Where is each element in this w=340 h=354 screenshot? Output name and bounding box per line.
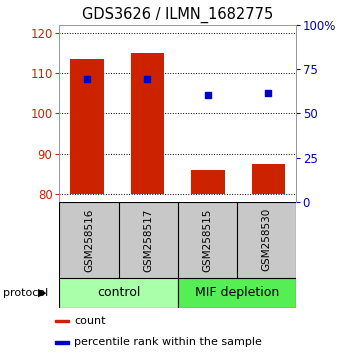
Point <box>205 92 210 98</box>
Bar <box>177 202 237 278</box>
Bar <box>59 202 119 278</box>
Bar <box>131 53 164 194</box>
Text: percentile rank within the sample: percentile rank within the sample <box>74 337 262 347</box>
Point <box>84 76 90 82</box>
Text: GSM258515: GSM258515 <box>202 208 212 272</box>
Bar <box>237 202 296 278</box>
Text: ▶: ▶ <box>38 288 47 298</box>
Bar <box>119 202 177 278</box>
Text: GSM258516: GSM258516 <box>84 208 94 272</box>
Text: protocol: protocol <box>3 288 49 298</box>
Title: GDS3626 / ILMN_1682775: GDS3626 / ILMN_1682775 <box>82 7 273 23</box>
Bar <box>59 278 177 308</box>
Bar <box>252 164 285 194</box>
Bar <box>55 341 69 343</box>
Text: control: control <box>97 286 140 299</box>
Point <box>145 76 150 82</box>
Bar <box>55 320 69 322</box>
Point <box>266 90 271 96</box>
Text: GSM258517: GSM258517 <box>143 208 153 272</box>
Text: MIF depletion: MIF depletion <box>194 286 279 299</box>
Bar <box>70 59 103 194</box>
Bar <box>177 278 296 308</box>
Bar <box>191 170 224 194</box>
Text: GSM258530: GSM258530 <box>261 208 271 272</box>
Text: count: count <box>74 316 106 326</box>
